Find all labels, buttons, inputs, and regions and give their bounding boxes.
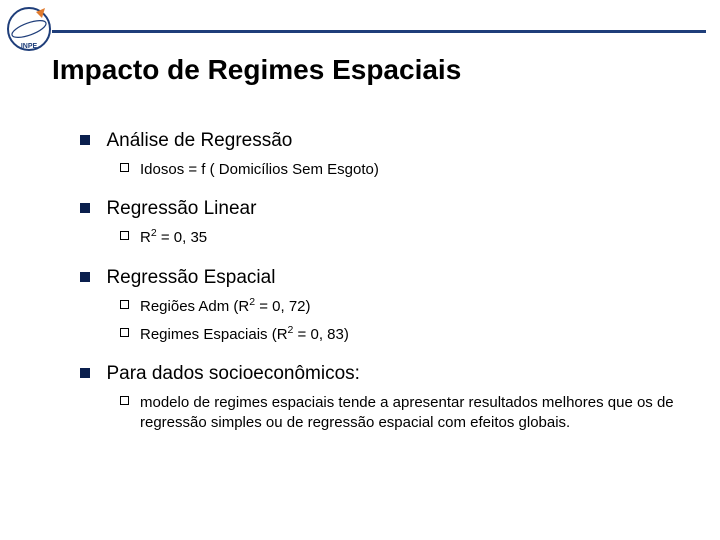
bullet-level1: Regressão Linear [80,198,680,220]
bullet-level2: Regiões Adm (R2 = 0, 72) [120,297,680,317]
body-content: Análise de Regressão Idosos = f ( Domicí… [80,112,680,438]
bullet-text: Análise de Regressão [106,130,292,151]
square-bullet-icon [80,203,90,213]
square-bullet-icon [80,368,90,378]
bullet-level1: Para dados socioeconômicos: [80,363,680,385]
square-bullet-icon [80,135,90,145]
hollow-square-icon [120,328,129,337]
bullet-text: Regressão Espacial [106,267,275,288]
bullet-level1: Regressão Espacial [80,267,680,289]
bullet-level2: modelo de regimes espaciais tende a apre… [120,393,680,434]
bullet-level2: Idosos = f ( Domicílios Sem Esgoto) [120,160,680,180]
header-rule [52,30,706,33]
bullet-level1: Análise de Regressão [80,130,680,152]
hollow-square-icon [120,300,129,309]
square-bullet-icon [80,272,90,282]
inpe-logo: INPE [6,6,52,52]
bullet-text: Para dados socioeconômicos: [106,363,359,384]
bullet-level2: R2 = 0, 35 [120,228,680,248]
hollow-square-icon [120,231,129,240]
bullet-text: Regimes Espaciais (R2 = 0, 83) [140,326,349,343]
bullet-text: Regressão Linear [106,198,256,219]
bullet-text: R2 = 0, 35 [140,229,207,246]
bullet-level2: Regimes Espaciais (R2 = 0, 83) [120,325,680,345]
bullet-text: modelo de regimes espaciais tende a apre… [140,394,674,431]
slide: INPE Impacto de Regimes Espaciais Anális… [0,0,720,540]
hollow-square-icon [120,396,129,405]
bullet-text: Idosos = f ( Domicílios Sem Esgoto) [140,161,379,178]
svg-text:INPE: INPE [21,43,38,50]
hollow-square-icon [120,163,129,172]
bullet-text: Regiões Adm (R2 = 0, 72) [140,298,311,315]
page-title: Impacto de Regimes Espaciais [52,54,461,86]
